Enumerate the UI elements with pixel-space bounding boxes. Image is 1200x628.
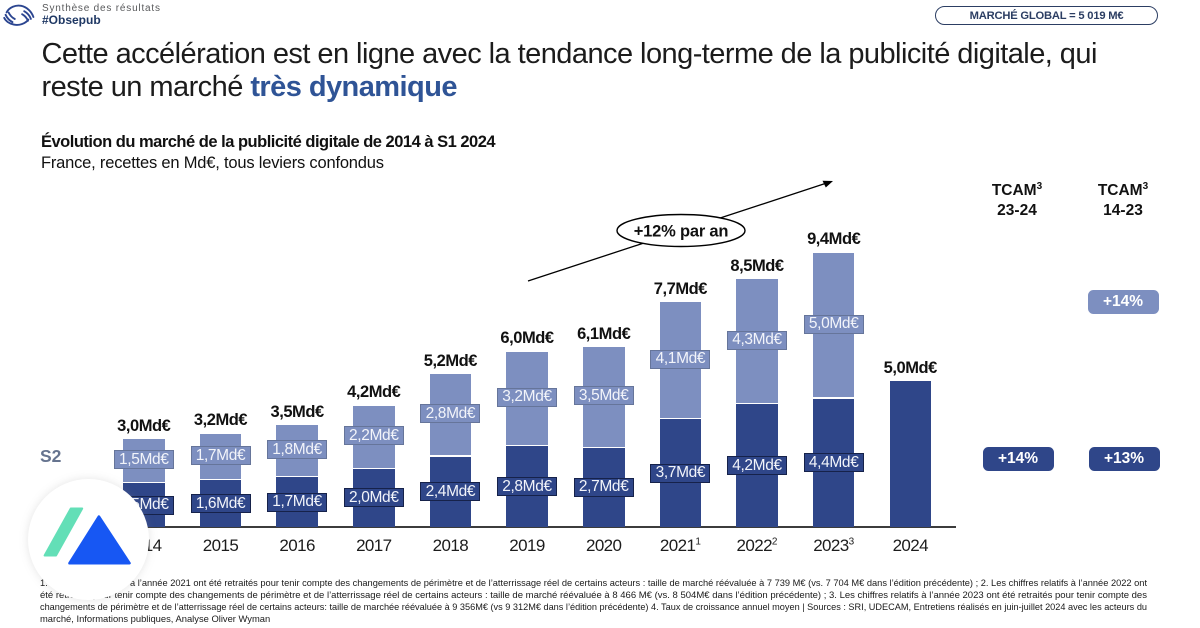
svg-text:+12% par an: +12% par an	[634, 223, 729, 241]
